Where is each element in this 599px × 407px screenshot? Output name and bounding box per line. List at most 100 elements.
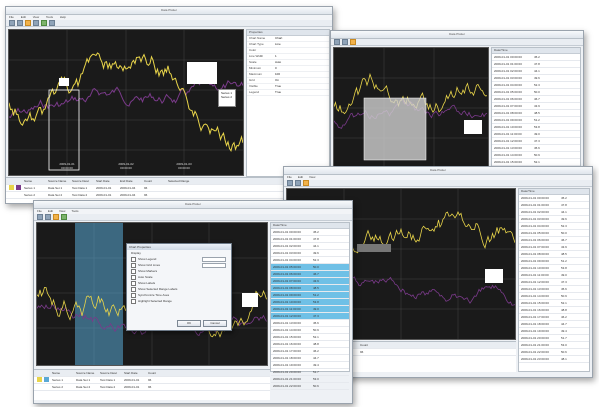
list-item[interactable]: 2009-01-01 00:00:00 45.2 — [271, 229, 349, 236]
list-item[interactable]: 2009-01-01 23:00:00 48.1 — [519, 356, 589, 363]
list-item[interactable]: 2009-01-01 10:00:00 53.8 — [271, 299, 349, 306]
property-row[interactable]: Visible True — [247, 84, 329, 90]
list-item[interactable]: 2009-01-01 14:00:00 50.9 — [271, 327, 349, 334]
list-item[interactable]: 2009-01-01 15:00:00 52.1 — [519, 300, 589, 307]
menu-file[interactable]: File — [37, 209, 42, 213]
list-item[interactable]: 2009-01-01 15:00:00 52.1 — [271, 334, 349, 341]
list-item[interactable]: 2009-01-01 01:00:00 47.8 — [492, 61, 580, 68]
list-item[interactable]: 2009-01-01 05:00:00 50.0 — [271, 264, 349, 271]
list-item[interactable]: 2009-01-01 18:00:00 44.7 — [519, 321, 589, 328]
property-value[interactable]: On — [275, 78, 280, 82]
table-row[interactable]: Series 1 Data Set 1 Test Data 1 2009-01-01 2… — [6, 185, 332, 192]
option-row[interactable]: Show Selected Range Labels — [127, 286, 231, 292]
list-item[interactable]: 2009-01-01 11:00:00 49.0 — [492, 131, 580, 138]
checkbox[interactable] — [131, 262, 136, 268]
menu-tools[interactable]: Tools — [45, 15, 53, 19]
property-row[interactable]: Grid On — [247, 78, 329, 84]
list-item[interactable]: 2009-01-01 22:00:00 50.6 — [519, 349, 589, 356]
list-item[interactable]: 2009-01-01 18:00:00 44.7 — [271, 355, 349, 362]
list-item[interactable]: 2009-01-01 16:00:00 48.8 — [271, 341, 349, 348]
list-item[interactable]: 2009-01-01 03:00:00 49.6 — [492, 75, 580, 82]
option-row[interactable]: Synchronize Time Axes — [127, 292, 231, 298]
menu-edit[interactable]: Edit — [297, 175, 304, 179]
list-item[interactable]: 2009-01-01 03:00:00 49.6 — [519, 216, 589, 223]
list-item[interactable]: 2009-01-01 05:00:00 50.0 — [519, 230, 589, 237]
option-row[interactable]: Show Grid Lines — [127, 262, 231, 268]
checkbox[interactable] — [131, 268, 136, 274]
option-row[interactable]: Auto Scale — [127, 274, 231, 280]
menu-view[interactable]: View — [32, 15, 40, 19]
list-item[interactable]: 2009-01-01 07:00:00 43.9 — [271, 278, 349, 285]
list-item[interactable]: 2009-01-01 13:00:00 45.6 — [519, 286, 589, 293]
print-icon[interactable] — [49, 20, 55, 26]
chart-icon[interactable] — [25, 20, 31, 26]
option-row[interactable]: Highlight Selected Range — [127, 298, 231, 304]
list-item[interactable]: 2009-01-01 07:00:00 43.9 — [492, 103, 580, 110]
list-item[interactable]: 2009-01-01 12:00:00 47.3 — [519, 279, 589, 286]
property-value[interactable]: Auto — [275, 60, 282, 64]
checkbox[interactable] — [131, 280, 136, 286]
list-item[interactable]: 2009-01-01 13:00:00 45.6 — [271, 320, 349, 327]
property-row[interactable]: Chart Name Chart — [247, 36, 329, 42]
main-plot[interactable]: 2009-01-01 00:00:00 2009-01-02 00:00:00 … — [8, 29, 244, 176]
list-item[interactable]: 2009-01-01 01:00:00 47.8 — [271, 236, 349, 243]
table-row[interactable]: Series 2 Data Set 2 Test Data 2 2009-01-01 9… — [34, 384, 270, 391]
list-item[interactable]: 2009-01-01 09:00:00 51.2 — [271, 292, 349, 299]
property-value[interactable]: 1 — [275, 54, 277, 58]
list-item[interactable]: 2009-01-01 17:00:00 46.2 — [271, 348, 349, 355]
list-item[interactable]: 2009-01-01 07:00:00 43.9 — [519, 244, 589, 251]
property-row[interactable]: Legend True — [247, 90, 329, 96]
open-icon[interactable] — [9, 20, 15, 26]
list-item[interactable]: 2009-01-01 20:00:00 51.7 — [271, 369, 349, 376]
list-item[interactable]: 2009-01-01 04:00:00 52.3 — [271, 257, 349, 264]
list-item[interactable]: 2009-01-01 16:00:00 48.8 — [519, 307, 589, 314]
property-row[interactable]: Minimum 0 — [247, 66, 329, 72]
property-value[interactable]: Line — [275, 42, 281, 46]
list-item[interactable]: 2009-01-01 21:00:00 53.0 — [519, 342, 589, 349]
save-icon[interactable] — [45, 214, 51, 220]
open-icon[interactable] — [37, 214, 43, 220]
cancel-button[interactable]: Cancel — [203, 320, 227, 327]
list-item[interactable]: 2009-01-01 11:00:00 49.0 — [271, 306, 349, 313]
checkbox[interactable] — [131, 298, 136, 304]
list-item[interactable]: 2009-01-01 00:00:00 45.2 — [519, 195, 589, 202]
list-item[interactable]: 2009-01-01 14:00:00 50.9 — [519, 293, 589, 300]
open-icon[interactable] — [287, 180, 293, 186]
list-item[interactable]: 2009-01-01 21:00:00 53.0 — [271, 376, 349, 383]
property-row[interactable]: Maximum 100 — [247, 72, 329, 78]
table-row[interactable]: Series 2 Data Set 2 Test Data 2 2009-01-01 2… — [6, 192, 332, 199]
list-item[interactable]: 2009-01-01 08:00:00 48.5 — [492, 110, 580, 117]
open-icon[interactable] — [334, 39, 340, 45]
list-item[interactable]: 2009-01-01 20:00:00 51.7 — [519, 335, 589, 342]
list-item[interactable]: 2009-01-01 06:00:00 46.7 — [271, 271, 349, 278]
option-field[interactable] — [202, 256, 226, 262]
checkbox[interactable] — [131, 274, 136, 280]
list-item[interactable]: 2009-01-01 01:00:00 47.8 — [519, 202, 589, 209]
save-icon[interactable] — [342, 39, 348, 45]
menu-help[interactable]: Help — [59, 15, 66, 19]
menu-view[interactable]: View — [309, 175, 316, 179]
property-value[interactable]: True — [275, 84, 282, 88]
list-item[interactable]: 2009-01-01 06:00:00 46.7 — [492, 96, 580, 103]
save-icon[interactable] — [295, 180, 301, 186]
property-row[interactable]: Color — [247, 48, 329, 54]
menu-tools[interactable]: Tools — [71, 209, 79, 213]
list-item[interactable]: 2009-01-01 22:00:00 50.6 — [271, 383, 349, 390]
menu-view[interactable]: View — [59, 209, 66, 213]
list-item[interactable]: 2009-01-01 15:00:00 52.1 — [492, 159, 580, 166]
checkbox[interactable] — [131, 286, 136, 292]
list-item[interactable]: 2009-01-01 02:00:00 44.1 — [519, 209, 589, 216]
list-item[interactable]: 2009-01-01 09:00:00 51.2 — [519, 258, 589, 265]
checkbox[interactable] — [131, 256, 136, 262]
option-row[interactable]: Show Markers — [127, 268, 231, 274]
menu-edit[interactable]: Edit — [47, 209, 54, 213]
option-field[interactable] — [202, 262, 226, 268]
zoom-icon[interactable] — [33, 20, 39, 26]
list-item[interactable]: 2009-01-01 04:00:00 52.3 — [492, 82, 580, 89]
property-value[interactable]: 100 — [275, 72, 281, 76]
property-value[interactable]: 0 — [275, 66, 277, 70]
save-icon[interactable] — [17, 20, 23, 26]
list-item[interactable]: 2009-01-01 02:00:00 44.1 — [492, 68, 580, 75]
list-item[interactable]: 2009-01-01 14:00:00 50.9 — [492, 152, 580, 159]
chart-icon[interactable] — [350, 39, 356, 45]
